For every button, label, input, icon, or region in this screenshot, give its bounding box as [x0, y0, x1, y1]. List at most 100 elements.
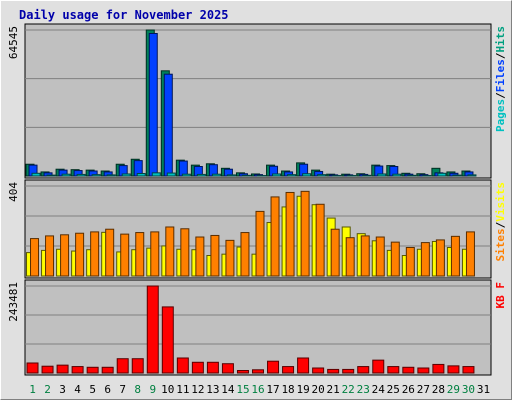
bar-pages [211, 173, 221, 177]
bar-kb-f [282, 366, 295, 374]
bar-sites [465, 231, 475, 277]
x-tick-label: 20 [312, 383, 325, 396]
bar-kb-f [146, 285, 159, 374]
bar-pages [407, 174, 417, 177]
bar-pages [106, 174, 116, 177]
x-tick-label: 31 [477, 383, 490, 396]
bar-pages [241, 174, 251, 177]
bar-sites [285, 191, 295, 277]
bar-sites [165, 226, 175, 277]
bar-kb-f [312, 367, 325, 374]
bar-sites [375, 236, 385, 277]
bar-sites [210, 234, 220, 277]
bar-sites [45, 235, 55, 277]
bar-kb-f [176, 357, 189, 374]
bar-sites [120, 233, 130, 277]
bar-kb-f [342, 368, 355, 374]
bar-kb-f [402, 366, 415, 374]
bar-kb-f [462, 366, 475, 374]
x-tick-label: 30 [462, 383, 475, 396]
x-tick-label: 10 [161, 383, 174, 396]
x-tick-label: 24 [372, 383, 386, 396]
x-tick-label: 12 [191, 383, 204, 396]
x-tick-label: 27 [417, 383, 430, 396]
chart-title: Daily usage for November 2025 [19, 8, 229, 22]
x-tick-label: 2 [44, 383, 51, 396]
bar-sites [450, 235, 460, 277]
bar-pages [437, 172, 447, 177]
bar-sites [195, 236, 205, 277]
bar-kb-f [297, 357, 310, 374]
x-tick-label: 5 [89, 383, 96, 396]
bar-sites [30, 238, 40, 277]
bar-files [148, 32, 158, 177]
bar-pages [136, 173, 146, 177]
x-tick-label: 25 [387, 383, 400, 396]
bar-pages [196, 173, 206, 177]
x-tick-label: 1 [29, 383, 36, 396]
bar-pages [302, 173, 312, 177]
bar-pages [91, 174, 101, 177]
bar-sites [255, 210, 265, 277]
bar-pages [76, 173, 86, 177]
bar-sites [270, 196, 280, 277]
bar-kb-f [236, 369, 249, 374]
x-tick-label: 22 [342, 383, 355, 396]
x-tick-label: 16 [251, 383, 264, 396]
bar-kb-f [372, 359, 385, 374]
bar-sites [240, 232, 250, 277]
panel-hits-files-pages [24, 23, 492, 179]
bar-pages [467, 174, 477, 177]
x-tick-label: 3 [59, 383, 66, 396]
bar-pages [392, 173, 402, 177]
bar-pages [377, 173, 387, 177]
ymax-label: 404 [7, 182, 20, 202]
bar-kb-f [41, 365, 54, 374]
bar-sites [330, 228, 340, 277]
x-tick-label: 17 [266, 383, 279, 396]
bar-kb-f [327, 368, 340, 374]
bar-pages [317, 174, 327, 177]
bar-sites [105, 228, 115, 277]
bar-sites [300, 190, 310, 277]
bar-sites [135, 232, 145, 277]
bar-kb-f [71, 366, 84, 374]
bar-kb-f [252, 369, 264, 374]
x-tick-label: 19 [296, 383, 309, 396]
bar-pages [61, 173, 71, 177]
bar-kb-f [116, 358, 129, 374]
bar-sites [150, 231, 160, 277]
bar-kb-f [161, 306, 174, 374]
panel-kbytes [24, 279, 492, 376]
bar-kb-f [86, 366, 99, 374]
ymax-label: 243481 [7, 282, 20, 322]
x-tick-label: 4 [74, 383, 81, 396]
x-tick-label: 26 [402, 383, 415, 396]
x-tick-label: 13 [206, 383, 219, 396]
legend-hits-files-pages: Pages/Files/Hits [494, 26, 507, 132]
bar-pages [166, 172, 176, 177]
bar-kb-f [447, 365, 460, 374]
bar-sites [60, 234, 70, 277]
bar-sites [420, 242, 430, 277]
bar-kb-f [221, 363, 234, 374]
bar-sites [315, 203, 325, 277]
bar-sites [345, 237, 355, 277]
x-tick-label: 6 [104, 383, 111, 396]
bar-kb-f [267, 360, 280, 374]
bar-pages [272, 173, 282, 177]
x-tick-label: 15 [236, 383, 249, 396]
x-tick-label: 28 [432, 383, 445, 396]
bar-pages [452, 174, 462, 177]
bar-sites [390, 241, 400, 277]
bar-kb-f [387, 366, 400, 374]
bar-sites [75, 232, 85, 277]
bar-pages [46, 174, 56, 177]
bar-pages [287, 174, 297, 177]
x-tick-label: 23 [357, 383, 370, 396]
bar-kb-f [56, 364, 69, 374]
x-tick-label: 9 [149, 383, 156, 396]
bar-sites [90, 231, 100, 277]
bar-kb-f [191, 361, 204, 374]
